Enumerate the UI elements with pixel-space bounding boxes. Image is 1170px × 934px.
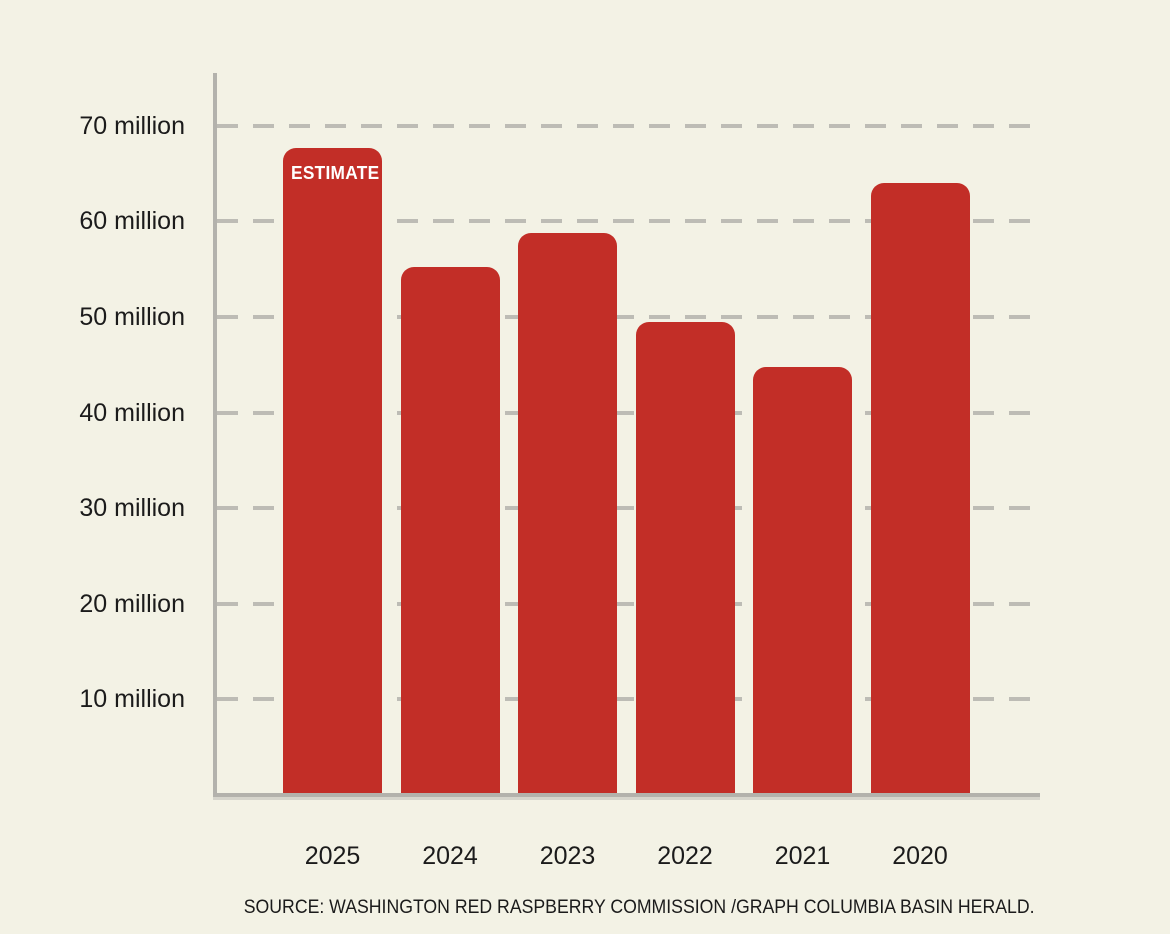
- y-tick-label-20-million: 20 million: [79, 589, 185, 618]
- y-tick-label-30-million: 30 million: [79, 494, 185, 523]
- x-tick-label-2022: 2022: [657, 842, 713, 870]
- gridline-70-million: [217, 123, 1035, 128]
- gridline-40-million: [217, 410, 1035, 415]
- y-tick-label-10-million: 10 million: [79, 685, 185, 714]
- bar-2021: [753, 366, 852, 795]
- gridline-60-million: [217, 219, 1035, 224]
- x-tick-label-2025: 2025: [304, 842, 361, 870]
- estimate-badge: ESTIMATE: [291, 162, 380, 183]
- x-tick-label-2021: 2021: [774, 842, 831, 870]
- y-tick-label-50-million: 50 million: [79, 303, 185, 331]
- source-credit: SOURCE: WASHINGTON RED RASPBERRY COMMISS…: [243, 897, 1035, 918]
- bar-2022: [635, 321, 735, 795]
- y-tick-label-60-million: 60 million: [79, 207, 185, 236]
- y-tick-label-70-million: 70 million: [79, 111, 185, 140]
- y-tick-label-40-million: 40 million: [79, 398, 185, 427]
- gridline-10-million: [217, 697, 1035, 702]
- x-tick-label-2023: 2023: [539, 842, 596, 870]
- bar-2024: [400, 267, 500, 795]
- bar-2025: ESTIMATE: [283, 147, 382, 795]
- x-tick-label-2024: 2024: [422, 842, 478, 870]
- x-tick-label-2020: 2020: [892, 842, 948, 870]
- bar-2023: [518, 232, 617, 795]
- x-axis-line: [213, 793, 1040, 797]
- bar-2020: [870, 183, 970, 795]
- gridline-20-million: [217, 601, 1035, 606]
- gridline-50-million: [217, 315, 1035, 319]
- gridline-30-million: [217, 506, 1035, 511]
- y-axis-line: [213, 73, 217, 797]
